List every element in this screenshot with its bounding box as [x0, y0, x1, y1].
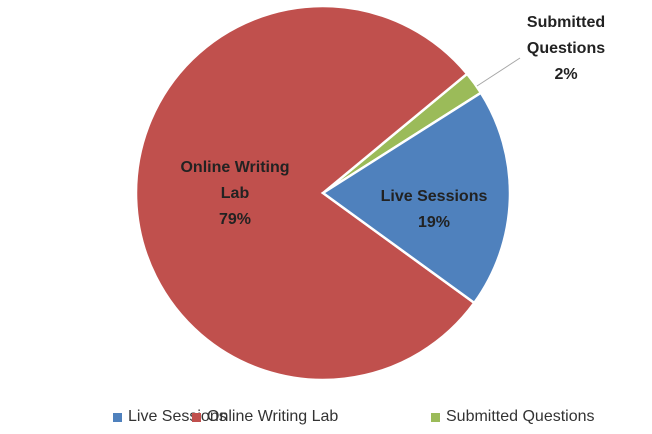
- data-label: Submitted Questions 2%: [518, 10, 614, 88]
- legend-text: Live Sessions: [128, 408, 227, 425]
- label-value: 79%: [218, 211, 252, 228]
- label-name: Submitted Questions: [526, 14, 606, 57]
- data-label: Online Writing Lab 79%: [170, 155, 300, 233]
- legend-item: Live Sessions: [113, 408, 227, 426]
- legend-text: Online Writing Lab: [207, 408, 339, 425]
- label-name: Online Writing Lab: [180, 159, 290, 202]
- legend-text: Submitted Questions: [446, 408, 595, 425]
- label-value: 2%: [554, 66, 578, 83]
- pie-slice: [134, 4, 477, 382]
- legend-swatch: [113, 412, 122, 422]
- label-value: 19%: [417, 214, 451, 231]
- legend-swatch: [192, 412, 201, 422]
- data-label: Live Sessions 19%: [362, 184, 506, 236]
- legend-swatch: [431, 412, 440, 422]
- legend-item: Online Writing Lab: [192, 408, 338, 426]
- leader-line: [476, 57, 521, 87]
- legend-item: Submitted Questions: [431, 408, 595, 426]
- pie-slice: [320, 91, 512, 305]
- label-name: Live Sessions: [380, 188, 488, 205]
